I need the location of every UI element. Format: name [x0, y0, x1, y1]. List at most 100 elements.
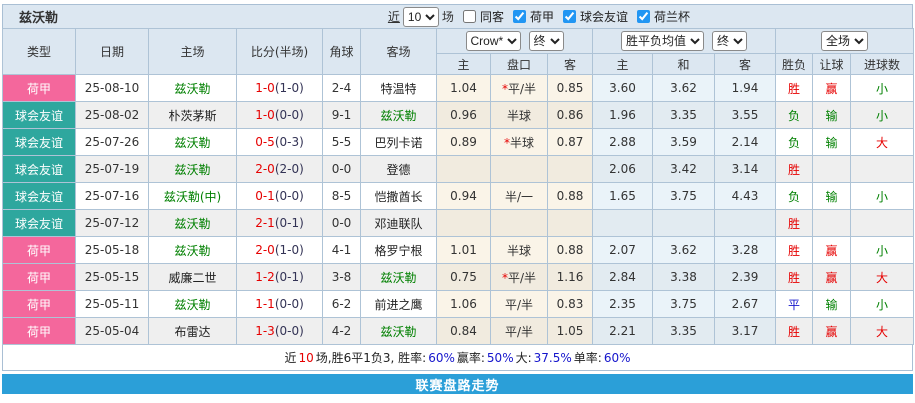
cell-away-team: 巴列卡诺	[360, 128, 437, 156]
summary-segment: 60%	[603, 350, 631, 365]
scope-select[interactable]: 全场	[821, 31, 869, 51]
cell-date: 25-07-19	[75, 155, 149, 183]
cell-eu-draw-odds: 3.38	[652, 263, 715, 291]
matches-label: 场	[441, 10, 454, 24]
cell-result: 负	[775, 101, 814, 129]
cell-result: 负	[775, 182, 814, 210]
cell-corners: 2-4	[322, 74, 361, 102]
team-name: 兹沃勒	[19, 11, 59, 26]
cell-corners: 6-2	[322, 290, 361, 318]
cell-match-type: 荷甲	[2, 74, 76, 102]
same-away-checkbox[interactable]	[462, 10, 476, 23]
match-table-body: 荷甲 25-08-10 兹沃勒 1-0(1-0) 2-4 特温特 1.04 *平/半 0.85 3…	[2, 74, 915, 345]
cell-handicap: 半球	[490, 236, 548, 264]
league-trend-link[interactable]: 联赛盘路走势	[415, 378, 500, 394]
cell-away-team: 邓迪联队	[360, 209, 437, 237]
cell-eu-draw-odds: 3.35	[652, 317, 715, 345]
match-row: 球会友谊 25-07-19 兹沃勒 2-0(2-0) 0-0 登德 2.06 3.42 3.14…	[2, 155, 915, 183]
cell-home-team: 威廉二世	[148, 263, 237, 291]
cell-eu-home-odds: 2.84	[592, 263, 653, 291]
euro-final-select[interactable]: 终	[712, 31, 747, 51]
cell-match-type: 荷甲	[2, 236, 76, 264]
cell-ah-away-odds	[547, 209, 593, 237]
cell-match-type: 球会友谊	[2, 155, 76, 183]
cell-away-team: 格罗宁根	[360, 236, 437, 264]
bookmaker-select[interactable]: Crow*	[465, 31, 521, 51]
cell-handicap-result: 输	[812, 128, 852, 156]
cell-result: 胜	[775, 209, 814, 237]
cell-eu-away-odds: 2.67	[713, 290, 777, 318]
cell-away-team: 兹沃勒	[360, 263, 437, 291]
cell-date: 25-05-15	[75, 263, 149, 291]
avg-odds-select[interactable]: 胜平负均值	[621, 31, 704, 51]
cell-goals-result: 大	[850, 317, 915, 345]
match-count-select[interactable]: 10	[402, 6, 439, 27]
league-eredivisie-label: 荷甲	[529, 10, 554, 24]
same-away-label: 同客	[479, 10, 504, 24]
match-row: 球会友谊 25-08-02 朴茨茅斯 1-0(0-0) 9-1 兹沃勒 0.96 半球 0.86…	[2, 101, 915, 129]
header-away: 客场	[360, 28, 437, 75]
cell-ah-away-odds: 1.05	[547, 317, 593, 345]
cell-eu-home-odds: 3.60	[592, 74, 653, 102]
cell-handicap-result: 赢	[812, 74, 852, 102]
cell-eu-home-odds: 1.65	[592, 182, 653, 210]
summary-segment: 场,胜6平1负3, 胜率:	[315, 351, 427, 365]
cell-eu-draw-odds: 3.42	[652, 155, 715, 183]
cell-away-team: 特温特	[360, 74, 437, 102]
header-date: 日期	[75, 28, 149, 75]
cell-home-team: 兹沃勒(中)	[148, 182, 237, 210]
cell-eu-away-odds: 4.43	[713, 182, 777, 210]
cell-match-type: 球会友谊	[2, 128, 76, 156]
cell-away-team: 恺撒酋长	[360, 182, 437, 210]
cell-eu-draw-odds: 3.62	[652, 236, 715, 264]
cell-eu-away-odds: 3.14	[713, 155, 777, 183]
club-friendly-label: 球会友谊	[579, 10, 628, 24]
handicap-final-select[interactable]: 终	[528, 31, 564, 51]
cell-date: 25-05-04	[75, 317, 149, 345]
cell-home-team: 兹沃勒	[148, 209, 237, 237]
cell-away-team: 前进之鹰	[360, 290, 437, 318]
cell-match-type: 球会友谊	[2, 182, 76, 210]
cell-corners: 4-2	[322, 317, 361, 345]
subheader-ah-home: 主	[436, 53, 491, 75]
match-row: 荷甲 25-08-10 兹沃勒 1-0(1-0) 2-4 特温特 1.04 *平/半 0.85 3…	[2, 74, 915, 102]
cell-corners: 3-8	[322, 263, 361, 291]
cell-match-type: 荷甲	[2, 290, 76, 318]
cell-eu-draw-odds: 3.59	[652, 128, 715, 156]
title-bar: 兹沃勒 近 10 场 同客 荷甲 球会友谊 荷兰杯	[2, 4, 913, 28]
cell-result: 胜	[775, 263, 814, 291]
header-score: 比分(半场)	[236, 28, 323, 75]
cell-ah-home-odds: 1.01	[436, 236, 491, 264]
cell-eu-home-odds: 2.21	[592, 317, 653, 345]
cell-goals-result	[850, 155, 915, 183]
cell-goals-result: 大	[850, 263, 915, 291]
cell-home-team: 兹沃勒	[148, 155, 237, 183]
cell-ah-home-odds: 0.94	[436, 182, 491, 210]
subheader-ah-away: 客	[547, 53, 593, 75]
cell-away-team: 登德	[360, 155, 437, 183]
cell-score: 0-5(0-3)	[236, 128, 323, 156]
cell-date: 25-07-12	[75, 209, 149, 237]
club-friendly-checkbox[interactable]	[562, 10, 576, 23]
cell-ah-home-odds: 1.06	[436, 290, 491, 318]
cell-ah-away-odds: 0.85	[547, 74, 593, 102]
cell-result: 胜	[775, 317, 814, 345]
cell-match-type: 球会友谊	[2, 101, 76, 129]
subheader-eu-away: 客	[713, 53, 777, 75]
cell-home-team: 兹沃勒	[148, 74, 237, 102]
footer-bar: 联赛盘路走势	[2, 374, 913, 394]
cell-handicap: *平/半	[490, 263, 548, 291]
cell-handicap-result: 输	[812, 101, 852, 129]
cell-home-team: 朴茨茅斯	[148, 101, 237, 129]
cell-ah-away-odds: 1.16	[547, 263, 593, 291]
cell-corners: 0-0	[322, 155, 361, 183]
dutch-cup-checkbox[interactable]	[636, 10, 650, 23]
cell-corners: 5-5	[322, 128, 361, 156]
match-row: 荷甲 25-05-18 兹沃勒 2-0(1-0) 4-1 格罗宁根 1.01 半球 0.88 2.…	[2, 236, 915, 264]
cell-score: 2-0(2-0)	[236, 155, 323, 183]
cell-date: 25-08-02	[75, 101, 149, 129]
cell-handicap: 平/半	[490, 317, 548, 345]
cell-goals-result: 小	[850, 236, 915, 264]
league-eredivisie-checkbox[interactable]	[512, 10, 526, 23]
cell-home-team: 兹沃勒	[148, 290, 237, 318]
